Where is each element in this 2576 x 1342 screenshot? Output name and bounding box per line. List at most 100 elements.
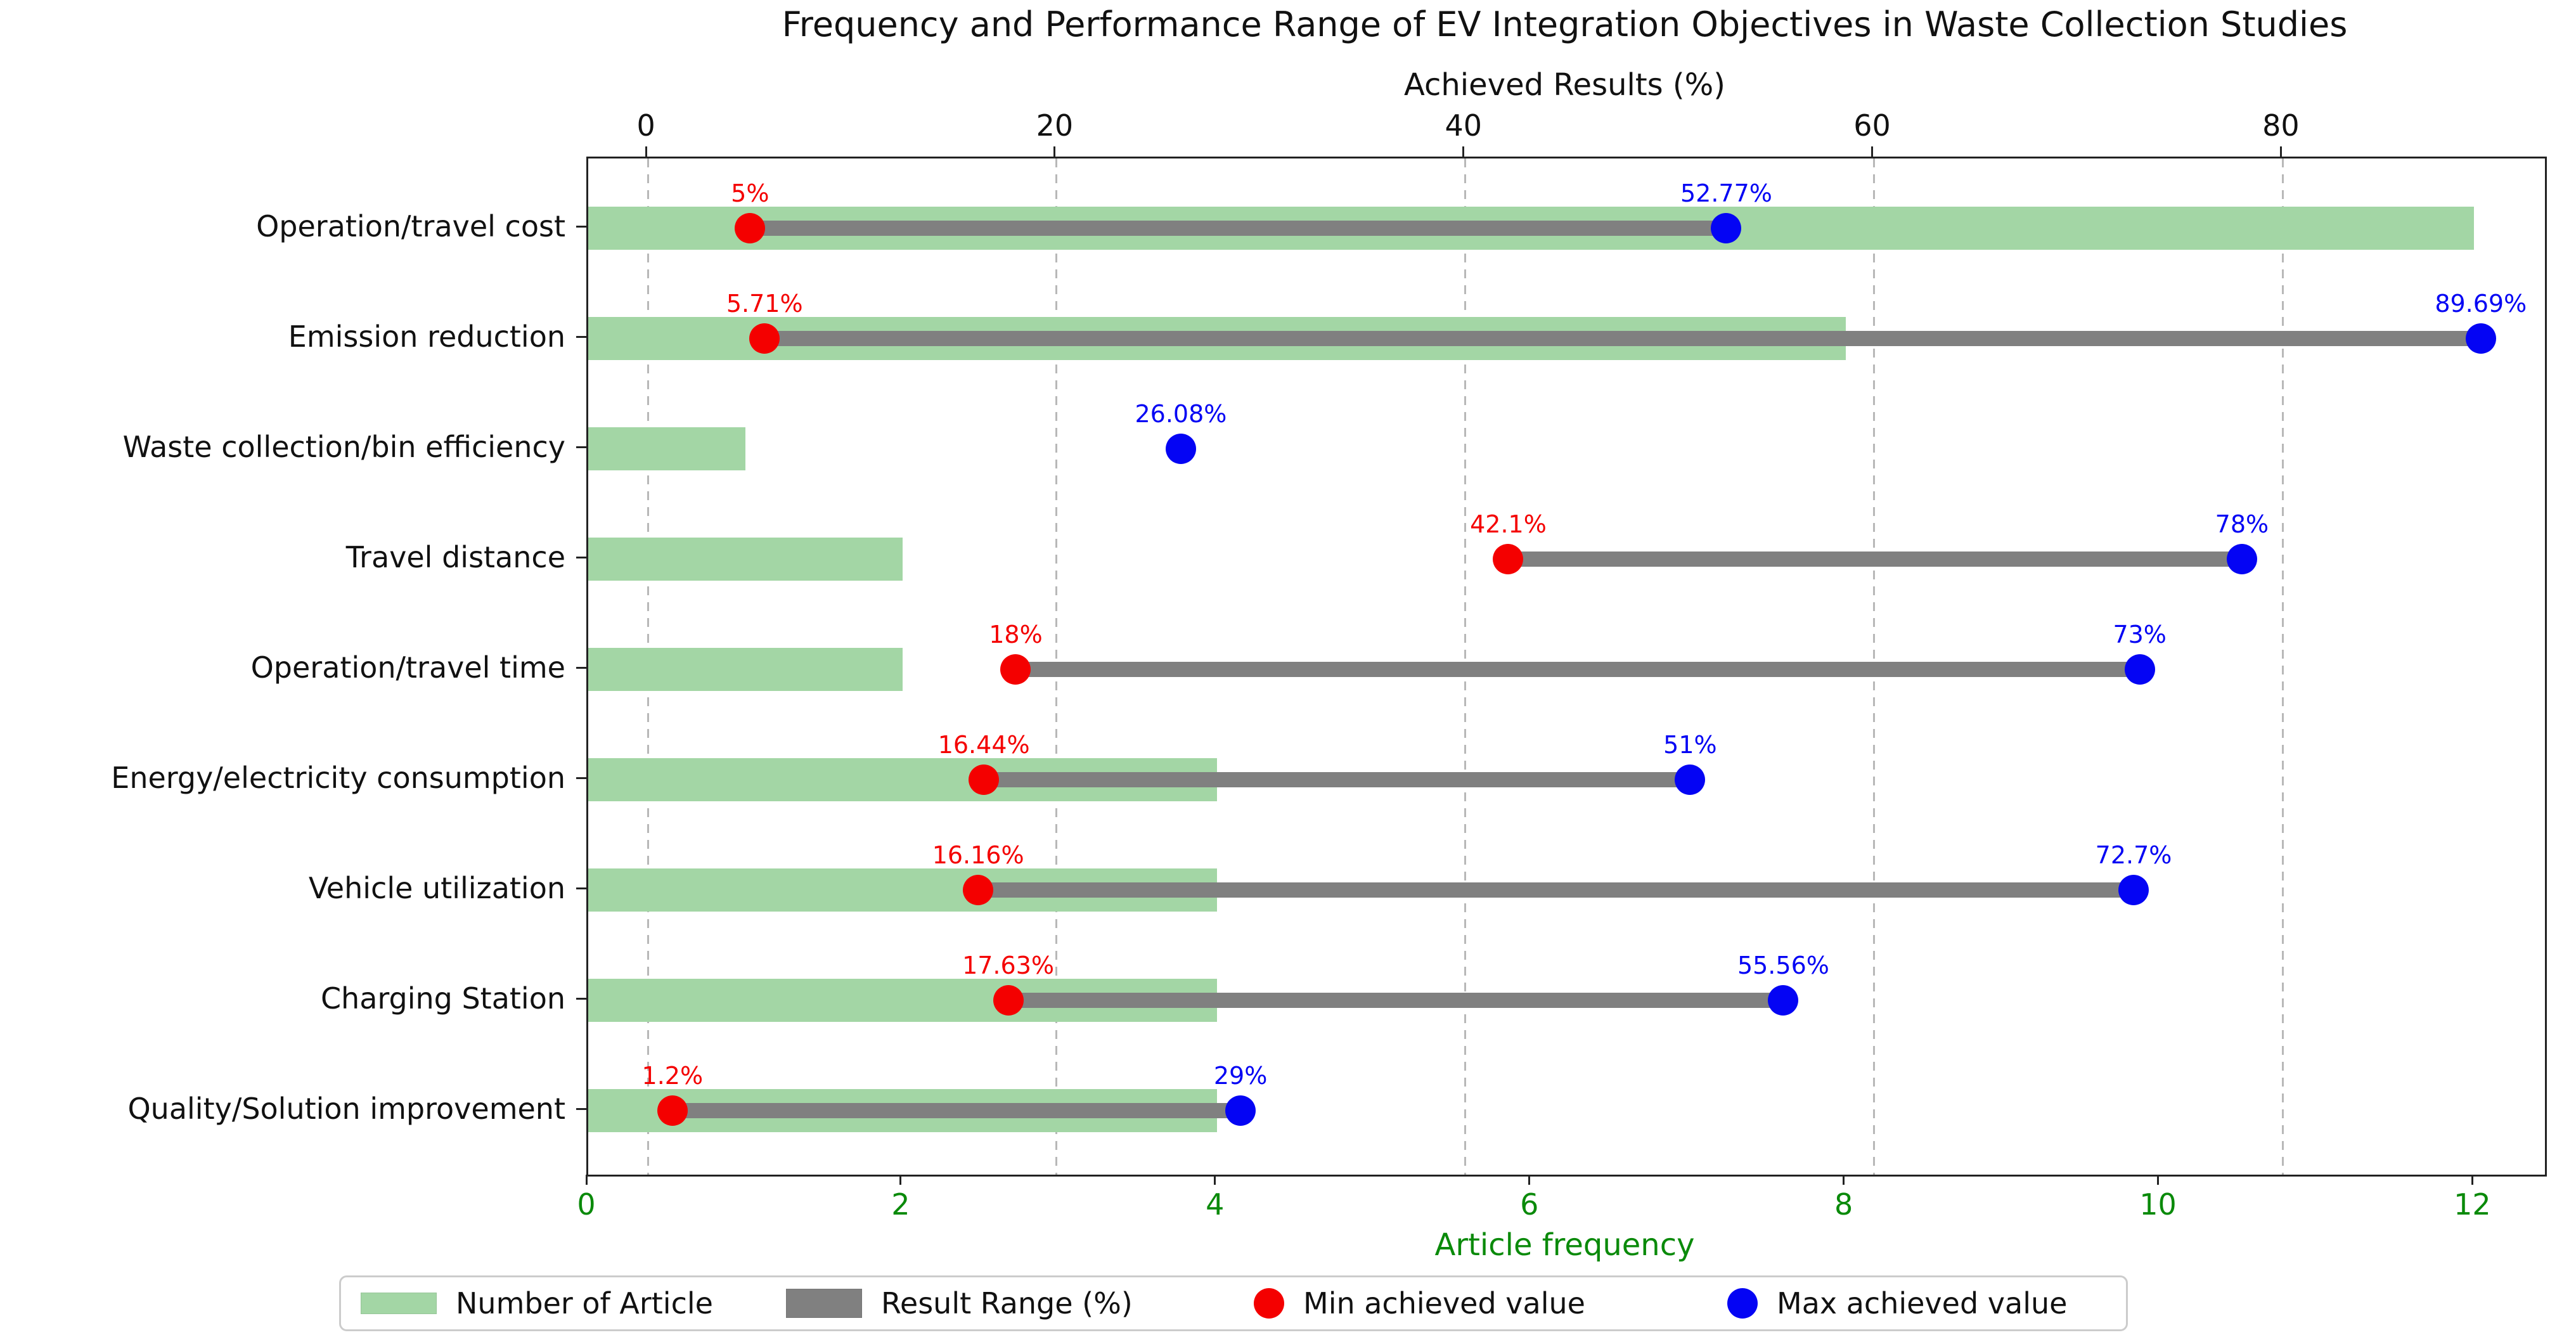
article-frequency-bar xyxy=(588,648,903,691)
min-value-dot xyxy=(735,213,766,243)
y-axis-tick-mark xyxy=(576,777,586,779)
result-range-bar xyxy=(978,882,2134,898)
result-range-bar xyxy=(1508,552,2242,567)
y-axis-tick-mark xyxy=(576,1107,586,1110)
min-value-dot xyxy=(749,323,780,354)
max-value-dot xyxy=(1768,985,1799,1016)
category-label: Operation/travel cost xyxy=(256,209,565,243)
max-value-dot xyxy=(2124,654,2155,685)
top-axis-tick-label: 40 xyxy=(1445,108,1483,143)
top-axis-tick-label: 60 xyxy=(1853,108,1891,143)
bottom-axis-tick-mark xyxy=(585,1175,588,1185)
legend-bar-swatch xyxy=(361,1293,437,1314)
max-value-label: 89.69% xyxy=(2435,290,2527,318)
category-label: Travel distance xyxy=(345,540,565,574)
chart-title: Frequency and Performance Range of EV In… xyxy=(782,4,2348,44)
max-value-label: 55.56% xyxy=(1737,952,1829,979)
article-frequency-bar xyxy=(588,538,903,581)
bottom-axis-tick-mark xyxy=(2471,1175,2473,1185)
legend: Number of Article Result Range (%) Min ach… xyxy=(339,1275,2128,1331)
max-value-label: 29% xyxy=(1213,1062,1268,1090)
bottom-axis-tick-mark xyxy=(1528,1175,1531,1185)
top-axis-tick-mark xyxy=(645,146,647,157)
bottom-axis-tick-mark xyxy=(899,1175,902,1185)
bottom-axis-tick-label: 6 xyxy=(1520,1187,1539,1222)
top-axis-label: Achieved Results (%) xyxy=(1404,67,1725,103)
result-range-bar xyxy=(984,772,1690,787)
bottom-axis-tick-label: 12 xyxy=(2454,1187,2491,1222)
legend-label: Max achieved value xyxy=(1777,1286,2068,1320)
legend-label: Min achieved value xyxy=(1303,1286,1585,1320)
min-value-label: 5.71% xyxy=(726,290,803,318)
top-axis-tick-mark xyxy=(2279,146,2282,157)
y-axis-tick-mark xyxy=(576,997,586,1000)
result-range-bar xyxy=(764,331,2481,346)
category-label: Emission reduction xyxy=(288,319,565,354)
bottom-axis-label: Article frequency xyxy=(1434,1227,1695,1263)
max-value-dot xyxy=(1165,434,1196,464)
max-value-dot xyxy=(1225,1095,1256,1126)
min-value-dot xyxy=(969,765,1000,795)
max-value-label: 52.77% xyxy=(1680,179,1772,207)
min-value-dot xyxy=(1000,654,1031,685)
bottom-axis-tick-mark xyxy=(1843,1175,1845,1185)
bottom-axis-tick-label: 2 xyxy=(891,1187,910,1222)
min-value-label: 1.2% xyxy=(641,1062,704,1090)
max-value-dot xyxy=(2118,875,2149,905)
category-label: Energy/electricity consumption xyxy=(111,761,565,795)
y-axis-tick-mark xyxy=(576,556,586,558)
y-axis-tick-mark xyxy=(576,887,586,889)
category-label: Charging Station xyxy=(320,981,565,1016)
max-value-dot xyxy=(1711,213,1742,243)
top-axis-tick-mark xyxy=(1053,146,1056,157)
legend-label: Number of Article xyxy=(456,1286,713,1320)
max-value-label: 72.7% xyxy=(2095,841,2172,869)
top-axis-tick-label: 0 xyxy=(636,108,655,143)
bottom-axis-tick-label: 0 xyxy=(577,1187,596,1222)
legend-item: Result Range (%) xyxy=(786,1277,1133,1329)
top-axis-tick-label: 80 xyxy=(2262,108,2300,143)
min-value-label: 16.16% xyxy=(932,841,1024,869)
legend-dot-swatch xyxy=(1727,1288,1758,1319)
min-value-dot xyxy=(1493,544,1524,574)
max-value-dot xyxy=(2226,544,2257,574)
min-value-label: 17.63% xyxy=(962,952,1054,979)
y-axis-tick-mark xyxy=(576,666,586,669)
max-value-label: 73% xyxy=(2113,621,2167,648)
min-value-label: 16.44% xyxy=(937,731,1030,759)
bottom-axis-tick-mark xyxy=(2157,1175,2160,1185)
y-axis-tick-mark xyxy=(576,225,586,228)
min-value-dot xyxy=(963,875,994,905)
max-value-label: 26.08% xyxy=(1135,400,1227,428)
legend-dot-swatch xyxy=(1254,1288,1284,1319)
article-frequency-bar xyxy=(588,427,745,470)
legend-item: Max achieved value xyxy=(1727,1277,2067,1329)
plot-area: 5% 52.77% 5.71% 89.69% 26.08% 42.1% 78% 18% 73% 1… xyxy=(586,157,2547,1177)
category-label: Vehicle utilization xyxy=(308,871,565,905)
top-axis-tick-mark xyxy=(1462,146,1465,157)
result-range-bar xyxy=(1008,993,1784,1008)
bottom-axis-tick-label: 4 xyxy=(1206,1187,1225,1222)
max-value-dot xyxy=(1675,765,1706,795)
min-value-dot xyxy=(993,985,1024,1016)
category-label: Operation/travel time xyxy=(250,650,565,685)
legend-item: Min achieved value xyxy=(1254,1277,1585,1329)
y-axis-tick-mark xyxy=(576,446,586,448)
max-value-label: 78% xyxy=(2215,510,2269,538)
min-value-label: 5% xyxy=(731,179,770,207)
bottom-axis-tick-label: 10 xyxy=(2139,1187,2177,1222)
result-range-bar xyxy=(672,1103,1241,1118)
bottom-axis-tick-mark xyxy=(1214,1175,1216,1185)
category-label: Quality/Solution improvement xyxy=(127,1092,565,1126)
max-value-label: 51% xyxy=(1663,731,1717,759)
result-range-bar xyxy=(750,221,1727,236)
min-value-label: 42.1% xyxy=(1470,510,1547,538)
top-axis-tick-mark xyxy=(1871,146,1874,157)
gridline xyxy=(2281,158,2284,1175)
legend-item: Number of Article xyxy=(361,1277,713,1329)
max-value-dot xyxy=(2465,323,2496,354)
min-value-dot xyxy=(657,1095,688,1126)
min-value-label: 18% xyxy=(989,621,1043,648)
result-range-bar xyxy=(1015,662,2140,677)
